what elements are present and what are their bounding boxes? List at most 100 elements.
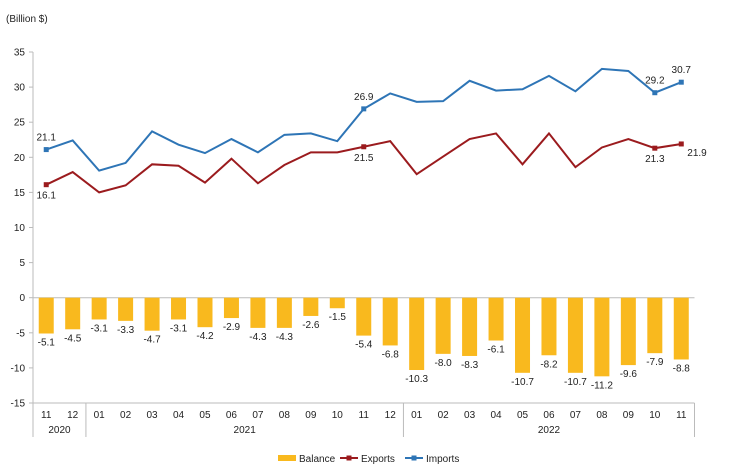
exports-data-label: 21.5	[354, 153, 374, 164]
x-tick-label: 05	[199, 410, 211, 421]
year-label: 2022	[538, 425, 561, 436]
legend-exports-marker	[346, 455, 352, 461]
balance-bar	[38, 297, 54, 334]
exports-marker	[361, 144, 367, 150]
imports-marker	[361, 106, 367, 112]
imports-marker	[43, 147, 49, 153]
y-tick-label: 20	[14, 153, 26, 164]
y-tick-label: -15	[11, 399, 26, 410]
year-label: 2021	[234, 425, 257, 436]
balance-bar	[250, 297, 266, 328]
balance-data-label: -3.1	[91, 323, 109, 334]
x-tick-label: 11	[359, 410, 370, 421]
balance-data-label: -5.1	[38, 338, 56, 349]
x-tick-label: 09	[623, 410, 635, 421]
y-tick-label: -10	[11, 363, 26, 374]
legend-imports-marker	[411, 455, 417, 461]
x-tick-label: 06	[226, 410, 238, 421]
x-tick-label: 10	[332, 410, 344, 421]
balance-data-label: -3.1	[170, 323, 188, 334]
imports-marker	[652, 90, 658, 96]
y-tick-label: 30	[14, 83, 26, 94]
balance-data-label: -2.6	[302, 320, 320, 331]
x-tick-label: 06	[543, 410, 555, 421]
y-tick-label: 15	[14, 188, 26, 199]
balance-data-label: -10.3	[405, 374, 428, 385]
legend-imports-label: Imports	[426, 454, 459, 465]
legend-balance-swatch	[278, 455, 296, 461]
balance-bar	[91, 297, 107, 320]
x-tick-label: 08	[596, 410, 608, 421]
balance-bar	[223, 297, 239, 319]
balance-data-label: -3.3	[117, 325, 135, 336]
balance-bar	[329, 297, 345, 309]
x-tick-label: 07	[570, 410, 582, 421]
balance-bar	[144, 297, 160, 331]
year-label: 2020	[48, 425, 71, 436]
balance-data-label: -7.9	[646, 357, 664, 368]
x-tick-label: 11	[676, 410, 687, 421]
balance-data-label: -8.8	[673, 363, 691, 374]
y-axis-label: (Billion $)	[6, 14, 48, 25]
balance-data-label: -10.7	[511, 377, 534, 388]
balance-data-label: -6.8	[382, 349, 400, 360]
balance-data-label: -4.3	[276, 332, 294, 343]
balance-bar	[356, 297, 372, 336]
y-tick-label: 0	[19, 293, 25, 304]
exports-marker	[678, 141, 684, 147]
y-tick-label: 10	[14, 223, 26, 234]
balance-data-label: -4.3	[249, 332, 267, 343]
balance-bar	[567, 297, 583, 373]
x-tick-label: 02	[438, 410, 450, 421]
balance-data-label: -10.7	[564, 377, 587, 388]
balance-data-label: -4.5	[64, 333, 82, 344]
balance-data-label: -1.5	[329, 312, 347, 323]
exports-data-label: 16.1	[36, 191, 56, 202]
balance-bar	[65, 297, 81, 330]
balance-data-label: -8.0	[435, 358, 453, 369]
x-tick-label: 12	[385, 410, 397, 421]
x-tick-label: 07	[252, 410, 264, 421]
balance-bar	[515, 297, 531, 373]
y-tick-label: 25	[14, 118, 26, 129]
exports-marker	[43, 182, 49, 188]
balance-bar	[118, 297, 134, 321]
x-tick-label: 05	[517, 410, 529, 421]
x-tick-label: 01	[411, 410, 423, 421]
balance-data-label: -4.2	[196, 331, 214, 342]
x-tick-label: 11	[41, 410, 52, 421]
balance-bar	[541, 297, 557, 356]
balance-data-label: -6.1	[487, 345, 505, 356]
x-tick-label: 04	[490, 410, 502, 421]
balance-data-label: -4.7	[143, 335, 161, 346]
imports-data-label: 29.2	[645, 76, 665, 87]
y-tick-label: 5	[19, 258, 25, 269]
balance-data-label: -9.6	[620, 369, 638, 380]
x-tick-label: 04	[173, 410, 185, 421]
imports-data-label: 21.1	[36, 133, 56, 144]
exports-data-label: 21.9	[687, 148, 707, 159]
balance-bar	[276, 297, 292, 328]
legend-balance-label: Balance	[299, 454, 336, 465]
x-tick-label: 08	[279, 410, 291, 421]
balance-bar	[594, 297, 610, 377]
x-tick-label: 01	[94, 410, 106, 421]
x-tick-label: 03	[147, 410, 159, 421]
balance-data-label: -2.9	[223, 322, 241, 333]
x-tick-label: 02	[120, 410, 132, 421]
balance-bar	[171, 297, 187, 320]
balance-data-label: -8.3	[461, 360, 479, 371]
imports-marker	[678, 79, 684, 85]
balance-bar	[382, 297, 398, 346]
imports-data-label: 26.9	[354, 92, 374, 103]
balance-data-label: -8.2	[540, 359, 558, 370]
imports-data-label: 30.7	[672, 65, 692, 76]
x-tick-label: 09	[305, 410, 317, 421]
balance-bar	[303, 297, 319, 316]
balance-bar	[409, 297, 425, 371]
balance-bar	[197, 297, 213, 328]
exports-data-label: 21.3	[645, 154, 665, 165]
x-tick-label: 10	[649, 410, 661, 421]
x-tick-label: 03	[464, 410, 476, 421]
